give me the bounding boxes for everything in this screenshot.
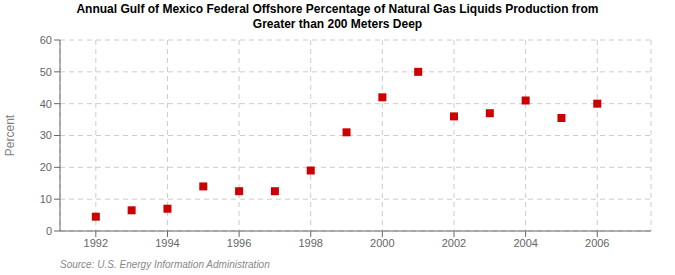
svg-text:2000: 2000: [370, 237, 394, 249]
svg-text:Percent: Percent: [8, 114, 17, 156]
svg-text:20: 20: [40, 161, 52, 173]
svg-text:0: 0: [46, 225, 52, 237]
svg-text:50: 50: [40, 66, 52, 78]
svg-text:1996: 1996: [227, 237, 251, 249]
html-text:Greater than 200 Meters Deep: Greater than 200 Meters Deep: [252, 17, 423, 31]
html-text:Source: U.S. Energy Informatio: Source: U.S. Energy Information Administ…: [60, 259, 270, 270]
svg-text:1998: 1998: [298, 237, 322, 249]
html-text:Annual Gulf of Mexico Federal: Annual Gulf of Mexico Federal Offshore P…: [76, 2, 599, 16]
svg-text:2006: 2006: [585, 237, 609, 249]
svg-text:1994: 1994: [155, 237, 179, 249]
svg-text:30: 30: [40, 129, 52, 141]
svg-text:2004: 2004: [513, 237, 537, 249]
svg-text:10: 10: [40, 193, 52, 205]
svg-text:2002: 2002: [442, 237, 466, 249]
svg-text:60: 60: [40, 34, 52, 46]
svg-text:40: 40: [40, 98, 52, 110]
svg-text:1992: 1992: [84, 237, 108, 249]
